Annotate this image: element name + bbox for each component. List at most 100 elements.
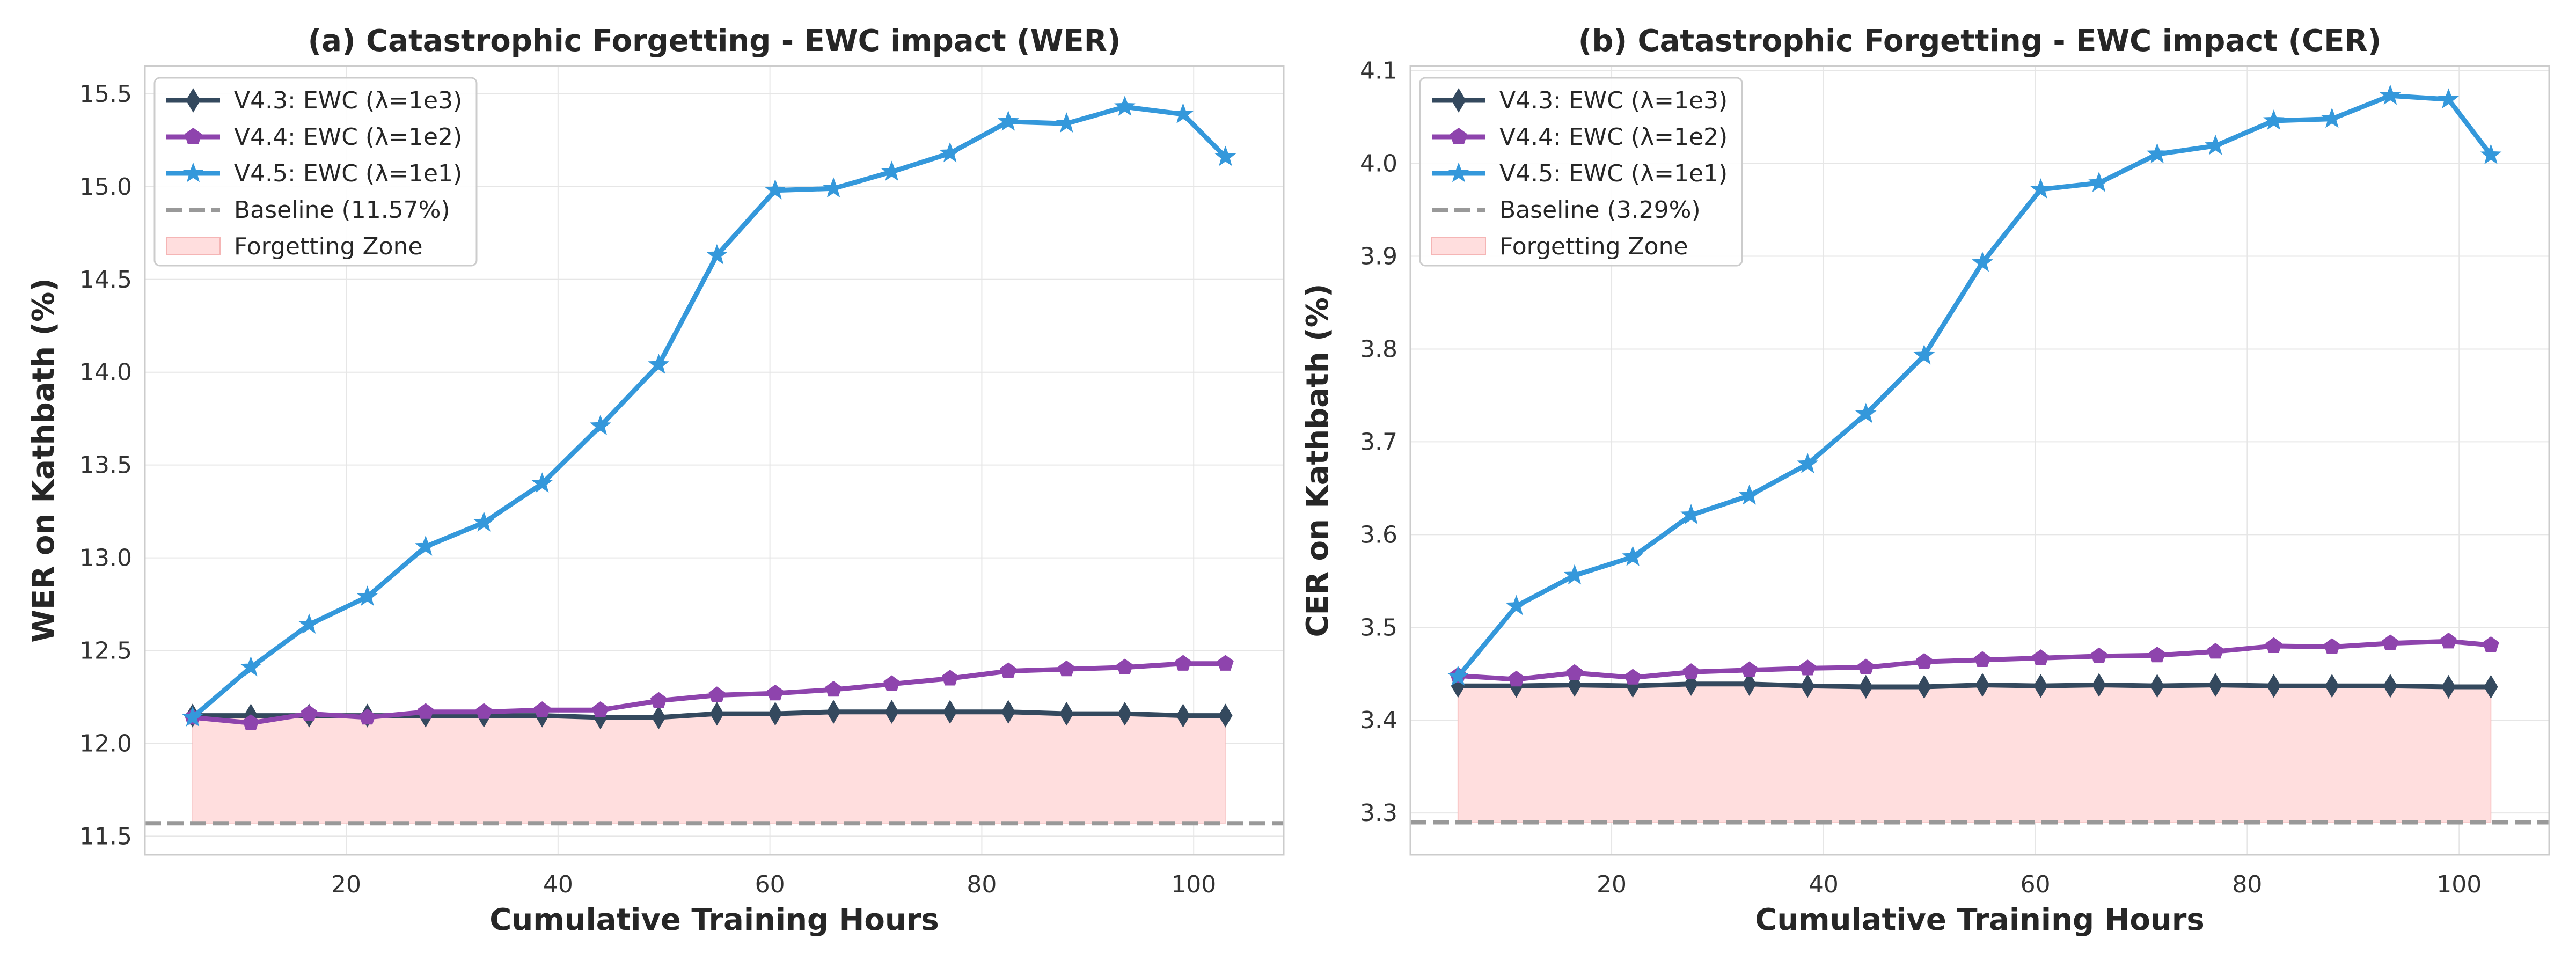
data-point-diamond	[2325, 674, 2339, 698]
data-point-pentagon	[1566, 664, 1583, 680]
data-point-pentagon	[417, 703, 434, 719]
data-point-pentagon	[1857, 658, 1875, 674]
data-point-pentagon	[2382, 634, 2399, 650]
legend-label: V4.3: EWC (λ=1e3)	[1499, 87, 1728, 114]
data-point-star	[531, 472, 553, 493]
y-tick-label: 4.1	[1360, 57, 1397, 85]
axes-frame	[144, 65, 1285, 856]
data-point-diamond	[2383, 674, 2398, 698]
data-point-star	[1913, 344, 1935, 365]
legend-marker-diamond	[1451, 88, 1466, 113]
data-point-star	[1622, 546, 1644, 566]
data-point-star	[1056, 112, 1078, 133]
x-tick-label: 20	[1597, 871, 1627, 898]
y-tick-label: 3.9	[1360, 243, 1397, 270]
data-point-star	[415, 535, 436, 556]
data-point-star	[2205, 134, 2227, 155]
y-tick-label: 3.8	[1360, 335, 1397, 363]
data-point-pentagon	[2483, 636, 2499, 652]
data-point-pentagon	[650, 692, 667, 708]
data-point-pentagon	[2440, 632, 2457, 649]
data-point-diamond	[1218, 703, 1233, 728]
data-point-pentagon	[475, 703, 493, 719]
data-point-star	[1172, 102, 1194, 123]
data-point-star	[181, 706, 203, 727]
data-point-diamond	[1059, 701, 1074, 726]
y-tick-label: 12.0	[79, 730, 132, 757]
data-point-pentagon	[2265, 637, 2282, 653]
data-point-star	[823, 177, 844, 198]
data-point-pentagon	[1741, 661, 1758, 677]
data-point-diamond	[2033, 674, 2048, 698]
x-tick-label: 100	[2436, 871, 2482, 898]
y-tick-label: 3.4	[1360, 707, 1397, 734]
data-point-pentagon	[359, 708, 376, 725]
data-point-pentagon	[883, 675, 901, 691]
legend-label: Baseline (3.29%)	[1499, 196, 1701, 224]
data-point-diamond	[1858, 674, 1873, 699]
data-point-pentagon	[1116, 658, 1133, 674]
y-axis-label: WER on Kathbath (%)	[26, 278, 61, 643]
data-point-diamond	[652, 705, 666, 730]
x-tick-label: 100	[1171, 871, 1216, 898]
x-tick-label: 80	[967, 871, 997, 898]
legend-label: Baseline (11.57%)	[234, 196, 450, 224]
data-point-star	[997, 110, 1019, 131]
legend-label: Forgetting Zone	[234, 233, 423, 260]
legend-marker-pentagon	[1450, 128, 1468, 144]
y-tick-label: 11.5	[79, 823, 132, 850]
legend-box	[1419, 77, 1743, 267]
legend-marker-star	[182, 162, 204, 182]
data-point-star	[1505, 595, 1527, 615]
data-point-star	[1972, 251, 1993, 272]
data-point-pentagon	[1175, 655, 1191, 671]
data-point-diamond	[1975, 673, 1990, 697]
data-point-pentagon	[2032, 649, 2049, 665]
data-point-star	[2088, 172, 2110, 192]
data-point-star	[2321, 107, 2343, 128]
legend-label: V4.4: EWC (λ=1e2)	[234, 123, 462, 151]
data-point-pentagon	[825, 680, 842, 697]
x-tick-label: 40	[1809, 871, 1839, 898]
data-point-pentagon	[1682, 663, 1700, 679]
data-point-star	[2146, 143, 2168, 164]
data-point-star	[881, 160, 903, 181]
data-point-diamond	[768, 701, 782, 726]
forgetting-zone	[192, 711, 1226, 824]
y-tick-label: 4.0	[1360, 150, 1397, 178]
data-point-diamond	[2484, 674, 2498, 699]
data-point-star	[1114, 96, 1136, 116]
data-point-diamond	[2266, 674, 2281, 698]
forgetting-zone	[1457, 683, 2492, 823]
data-point-diamond	[1742, 672, 1757, 696]
legend-label: V4.5: EWC (λ=1e1)	[234, 160, 462, 187]
data-point-pentagon	[242, 714, 259, 730]
data-point-star	[1738, 484, 1760, 505]
x-tick-label: 60	[755, 871, 785, 898]
data-point-star	[2438, 88, 2460, 109]
data-point-pentagon	[1915, 653, 1933, 669]
data-point-diamond	[943, 700, 957, 724]
legend-label: V4.3: EWC (λ=1e3)	[234, 87, 462, 114]
chart-title: (b) Catastrophic Forgetting - EWC impact…	[1578, 24, 2381, 58]
data-point-star	[356, 585, 378, 606]
data-point-star	[2380, 84, 2401, 105]
y-axis-label: CER on Kathbath (%)	[1300, 284, 1335, 637]
y-tick-label: 3.5	[1360, 614, 1397, 641]
data-point-star	[939, 142, 961, 163]
x-axis-label: Cumulative Training Hours	[1755, 903, 2204, 937]
x-tick-label: 20	[331, 871, 361, 898]
chart-title: (a) Catastrophic Forgetting - EWC impact…	[308, 24, 1121, 58]
data-point-pentagon	[1974, 651, 1991, 667]
data-point-star	[2263, 109, 2285, 130]
data-point-pentagon	[1217, 655, 1234, 671]
data-point-pentagon	[1000, 662, 1017, 678]
legend-label: Forgetting Zone	[1499, 233, 1688, 260]
data-point-diamond	[2208, 673, 2223, 697]
data-point-star	[298, 613, 320, 634]
data-point-pentagon	[708, 686, 726, 702]
data-point-diamond	[2150, 674, 2164, 698]
legend-marker-star	[1448, 162, 1469, 182]
